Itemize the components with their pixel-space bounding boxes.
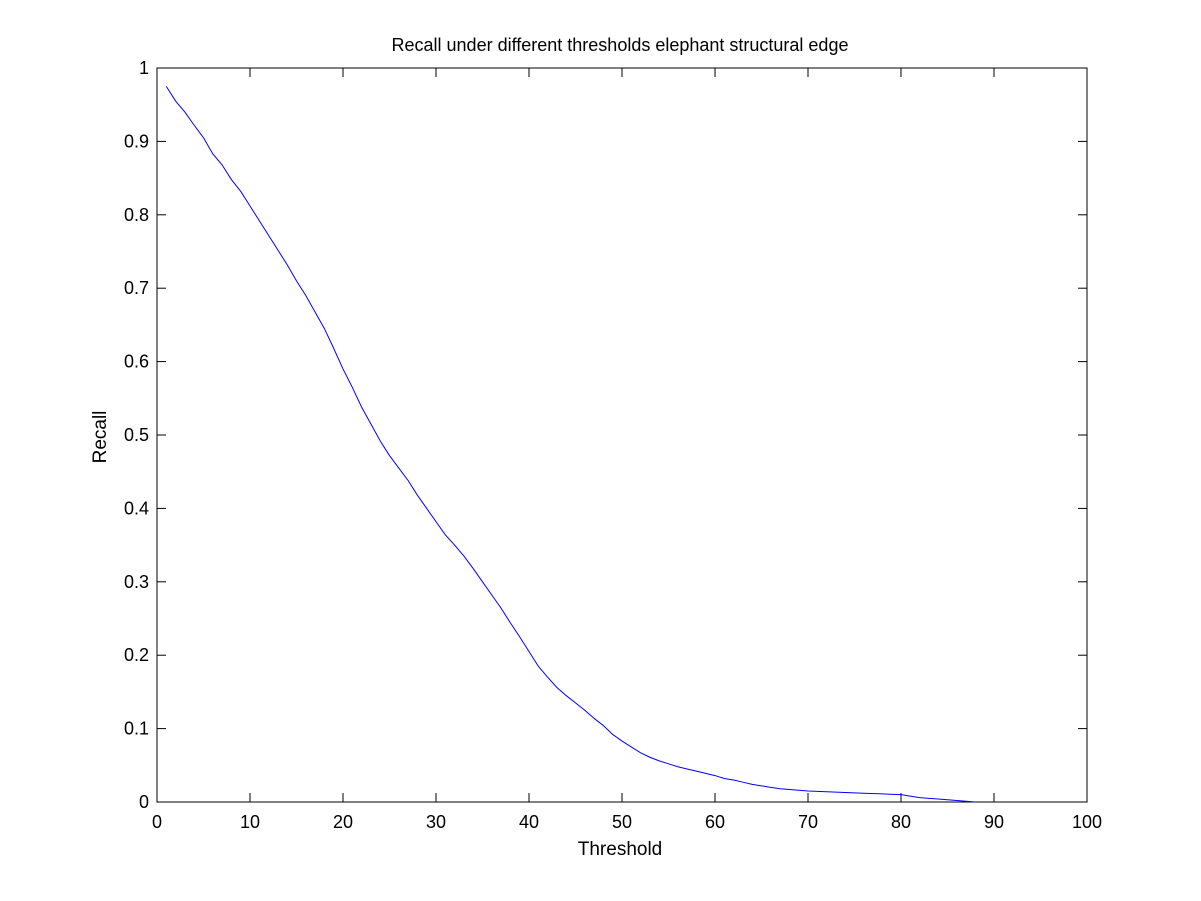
y-tick-label: 0.7 (124, 278, 149, 298)
y-tick-label: 0.3 (124, 572, 149, 592)
y-tick-label: 0.6 (124, 352, 149, 372)
x-tick-label: 0 (152, 812, 162, 832)
recall-series-line (165, 86, 976, 803)
x-tick-label: 10 (240, 812, 260, 832)
x-tick-label: 30 (426, 812, 446, 832)
y-tick-labels: 0 0.1 0.2 0.3 0.4 0.5 0.6 0.7 0.8 0.9 1 (124, 58, 149, 812)
y-tick-label: 0.2 (124, 645, 149, 665)
y-tick-label: 0.5 (124, 425, 149, 445)
y-tick-label: 0 (139, 792, 149, 812)
y-axis-label: Recall (90, 411, 111, 464)
y-tick-label: 0.8 (124, 205, 149, 225)
y-tick-label: 0.1 (124, 719, 149, 739)
x-tick-label: 90 (984, 812, 1004, 832)
x-tick-label: 70 (798, 812, 818, 832)
x-tick-label: 50 (612, 812, 632, 832)
x-tick-label: 60 (705, 812, 725, 832)
y-tick-label: 0.9 (124, 131, 149, 151)
axis-ticks (156, 67, 1088, 803)
x-tick-label: 40 (519, 812, 539, 832)
x-tick-label: 100 (1072, 812, 1102, 832)
y-tick-label: 0.4 (124, 498, 149, 518)
x-tick-label: 80 (891, 812, 911, 832)
x-tick-label: 20 (333, 812, 353, 832)
plot-area (156, 67, 1088, 803)
chart-title: Recall under different thresholds elepha… (392, 35, 849, 55)
x-axis-label: Threshold (578, 839, 663, 860)
x-tick-labels: 0 10 20 30 40 50 60 70 80 90 100 (152, 812, 1102, 832)
y-tick-label: 1 (139, 58, 149, 78)
